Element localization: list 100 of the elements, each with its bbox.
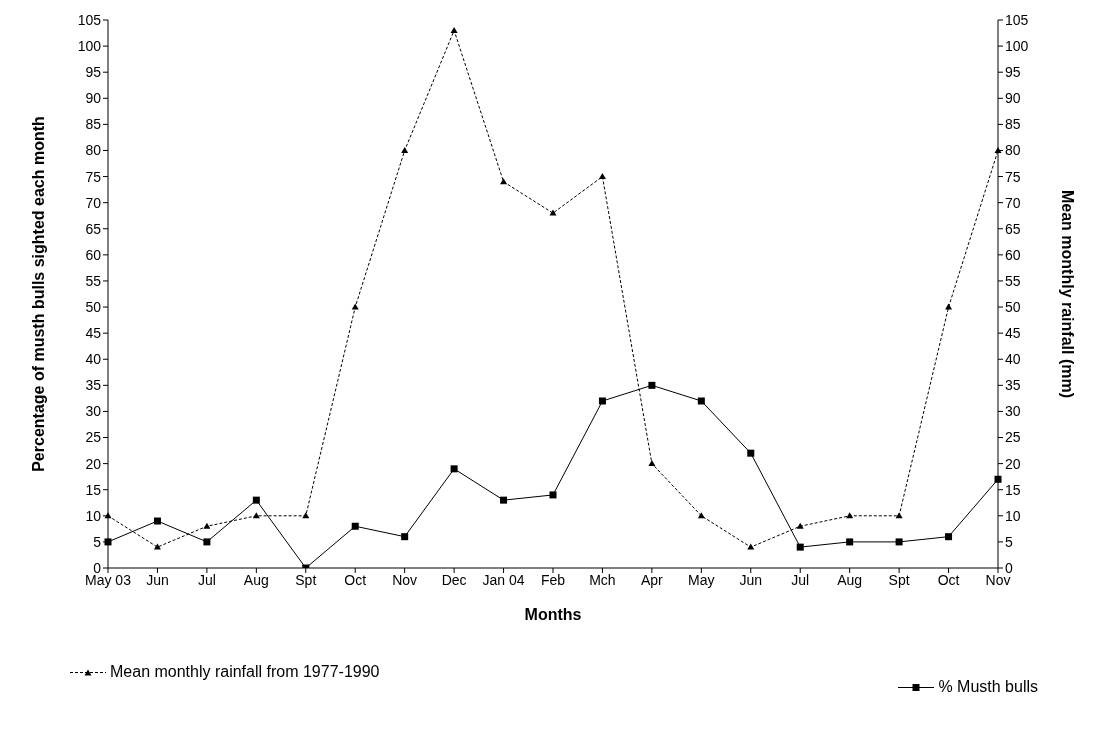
point xyxy=(895,538,903,546)
point xyxy=(994,146,1002,153)
y-tick-label: 80 xyxy=(85,142,102,159)
point xyxy=(697,512,705,519)
point xyxy=(153,517,161,525)
point xyxy=(994,475,1002,483)
y-tick-label: 10 xyxy=(85,507,102,524)
legend-label: % Musth bulls xyxy=(938,678,1038,696)
y2-tick-label: 65 xyxy=(1005,220,1021,237)
y-tick-label: 75 xyxy=(85,168,102,185)
y2-tick-label: 100 xyxy=(1005,38,1029,55)
point xyxy=(747,449,755,457)
point xyxy=(796,522,804,529)
point xyxy=(846,512,854,519)
y2-tick-label: 40 xyxy=(1005,351,1021,368)
x-tick-label: Jun xyxy=(146,571,169,588)
point xyxy=(895,512,903,519)
x-tick-label: Mch xyxy=(589,571,616,588)
point xyxy=(401,146,409,153)
y-tick-label: 60 xyxy=(85,246,102,263)
point xyxy=(252,496,260,504)
point xyxy=(549,491,557,499)
point xyxy=(153,543,161,550)
point xyxy=(598,173,606,180)
y-tick-label: 5 xyxy=(93,533,102,550)
y2-tick-label: 85 xyxy=(1005,116,1021,133)
y2-tick-label: 10 xyxy=(1005,507,1021,524)
y2-tick-label: 75 xyxy=(1005,168,1021,185)
y-tick-label: 20 xyxy=(85,455,102,472)
y-tick-label: 40 xyxy=(85,351,102,368)
x-tick-label: Aug xyxy=(837,571,863,588)
point xyxy=(846,538,854,546)
y-axis-title: Percentage of musth bulls sighted each month xyxy=(29,116,47,472)
y2-tick-label: 70 xyxy=(1005,194,1021,211)
y-tick-label: 95 xyxy=(85,64,102,81)
x-tick-label: Apr xyxy=(640,571,664,588)
y-tick-label: 85 xyxy=(85,116,102,133)
y2-tick-label: 45 xyxy=(1005,325,1021,342)
point xyxy=(747,543,755,550)
y2-tick-label: 60 xyxy=(1005,246,1021,263)
point xyxy=(401,533,409,541)
point xyxy=(945,303,953,310)
y2-tick-label: 0 xyxy=(1005,559,1013,576)
y2-tick-label: 25 xyxy=(1005,429,1021,446)
point xyxy=(549,209,557,216)
y-tick-label: 70 xyxy=(85,194,102,211)
y-tick-label: 55 xyxy=(85,272,102,289)
y-tick-label: 35 xyxy=(85,377,102,394)
y2-tick-label: 80 xyxy=(1005,142,1021,159)
point xyxy=(796,543,804,551)
x-tick-label: Oct xyxy=(937,571,960,588)
y-tick-label: 105 xyxy=(77,11,102,28)
point xyxy=(351,303,359,310)
x-tick-label: May xyxy=(688,571,715,588)
x-tick-label: Jan 04 xyxy=(482,571,525,588)
x-tick-label: Spt xyxy=(295,571,317,588)
y2-tick-label: 105 xyxy=(1005,11,1029,28)
y-tick-label: 90 xyxy=(85,90,102,107)
x-tick-label: Spt xyxy=(888,571,910,588)
x-tick-label: Jul xyxy=(791,571,810,588)
y-tick-label: 50 xyxy=(85,299,102,316)
point xyxy=(351,522,359,530)
legend-label: Mean monthly rainfall from 1977-1990 xyxy=(110,663,380,681)
y-tick-label: 65 xyxy=(85,220,102,237)
point xyxy=(252,512,260,519)
y2-tick-label: 90 xyxy=(1005,90,1021,107)
x-axis-title: Months xyxy=(524,606,582,623)
x-tick-label: Nov xyxy=(392,571,418,588)
x-tick-label: Jun xyxy=(739,571,763,588)
y-tick-label: 45 xyxy=(85,325,102,342)
y2-tick-label: 95 xyxy=(1005,64,1021,81)
x-tick-label: Feb xyxy=(540,571,566,588)
point xyxy=(648,460,656,467)
x-tick-label: Oct xyxy=(344,571,367,588)
y-tick-label: 25 xyxy=(85,429,102,446)
y2-tick-label: 15 xyxy=(1005,481,1021,498)
y2-axis-title: Mean monthly rainfall (mm) xyxy=(1059,189,1077,399)
point xyxy=(648,381,656,389)
point xyxy=(302,512,310,519)
point xyxy=(598,397,606,405)
y2-tick-label: 35 xyxy=(1005,377,1021,394)
y-tick-label: 30 xyxy=(85,403,102,420)
y2-tick-label: 20 xyxy=(1005,455,1021,472)
point xyxy=(203,538,211,546)
x-tick-label: Aug xyxy=(243,571,269,588)
point xyxy=(450,465,458,473)
y2-tick-label: 55 xyxy=(1005,272,1021,289)
x-tick-label: Dec xyxy=(441,571,467,588)
point xyxy=(500,496,508,504)
y2-tick-label: 50 xyxy=(1005,299,1021,316)
point xyxy=(203,522,211,529)
point xyxy=(500,178,508,185)
y-tick-label: 15 xyxy=(85,481,102,498)
point xyxy=(697,397,705,405)
y2-tick-label: 30 xyxy=(1005,403,1021,420)
y2-tick-label: 5 xyxy=(1005,533,1013,550)
x-tick-label: Jul xyxy=(197,571,216,588)
point xyxy=(945,533,953,541)
y-tick-label: 100 xyxy=(77,38,102,55)
point xyxy=(450,26,458,33)
